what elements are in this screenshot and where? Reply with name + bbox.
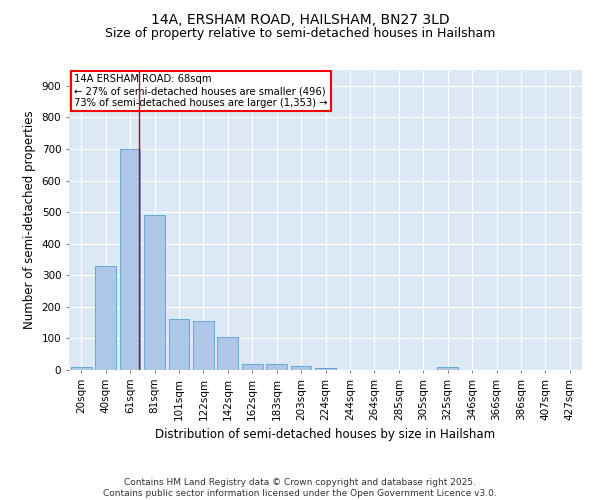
Text: Contains HM Land Registry data © Crown copyright and database right 2025.
Contai: Contains HM Land Registry data © Crown c… [103, 478, 497, 498]
Bar [119, 149, 140, 370]
Bar [242, 364, 263, 370]
Bar [95, 266, 116, 370]
Bar [169, 320, 190, 370]
Bar [315, 368, 336, 370]
Bar [217, 337, 238, 370]
Bar [71, 367, 92, 370]
Bar [266, 364, 287, 370]
Bar [193, 321, 214, 370]
Bar [290, 366, 311, 370]
X-axis label: Distribution of semi-detached houses by size in Hailsham: Distribution of semi-detached houses by … [155, 428, 496, 441]
Bar [144, 216, 165, 370]
Text: 14A ERSHAM ROAD: 68sqm
← 27% of semi-detached houses are smaller (496)
73% of se: 14A ERSHAM ROAD: 68sqm ← 27% of semi-det… [74, 74, 328, 108]
Text: 14A, ERSHAM ROAD, HAILSHAM, BN27 3LD: 14A, ERSHAM ROAD, HAILSHAM, BN27 3LD [151, 12, 449, 26]
Y-axis label: Number of semi-detached properties: Number of semi-detached properties [23, 110, 36, 330]
Text: Size of property relative to semi-detached houses in Hailsham: Size of property relative to semi-detach… [105, 28, 495, 40]
Bar [437, 368, 458, 370]
